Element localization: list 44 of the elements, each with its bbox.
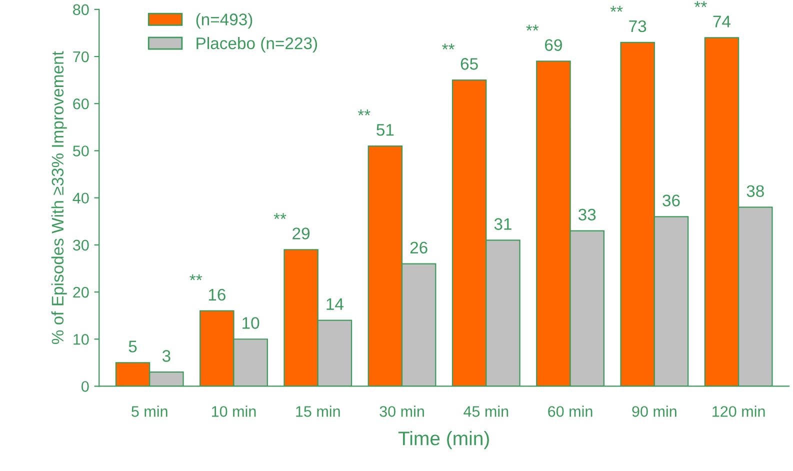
x-tick-label: 15 min <box>296 406 340 417</box>
y-axis-title: % of Episodes With ≥33% Improvement <box>51 51 67 344</box>
y-tick-label: 80 <box>73 4 89 16</box>
y-tick-label: 40 <box>72 192 89 204</box>
data-label: 29 <box>292 228 310 240</box>
y-tick-label: 70 <box>73 51 89 62</box>
data-label: 10 <box>242 317 260 329</box>
x-tick-label: 10 min <box>212 406 256 417</box>
x-tick-label: 5 min <box>132 406 168 417</box>
data-label: 33 <box>578 208 596 221</box>
y-tick-label: 20 <box>73 286 89 298</box>
annotation: ** <box>526 24 539 31</box>
y-tick-label: 50 <box>73 146 89 156</box>
data-label: 36 <box>662 194 680 206</box>
data-label: 73 <box>629 20 646 32</box>
x-tick-label: 45 min <box>464 406 508 417</box>
data-label: 69 <box>545 39 562 51</box>
y-tick-label: 30 <box>72 240 89 251</box>
data-label: 38 <box>746 185 764 197</box>
data-label: 16 <box>208 288 226 301</box>
data-label: 14 <box>326 298 344 310</box>
x-tick-label: 30 min <box>380 406 424 417</box>
y-tick-label: 0 <box>82 381 89 392</box>
data-label: 31 <box>494 218 512 230</box>
data-label: 51 <box>376 124 394 136</box>
x-axis-title: Time (min) <box>398 431 489 450</box>
annotation: ** <box>442 44 455 50</box>
x-tick-label: 90 min <box>632 406 676 417</box>
annotation: ** <box>190 274 202 280</box>
data-label: 65 <box>460 58 478 70</box>
y-tick-label: 10 <box>74 334 89 345</box>
legend-label: Placebo (n=223) <box>196 36 318 53</box>
annotation: ** <box>610 6 623 12</box>
data-label: 26 <box>410 242 428 254</box>
data-label: 5 <box>128 340 137 352</box>
legend-label: (n=493) <box>196 13 252 29</box>
annotation: ** <box>274 213 286 220</box>
data-label: 3 <box>162 350 170 362</box>
data-label: 74 <box>713 16 731 28</box>
annotation: ** <box>694 1 707 8</box>
x-tick-label: 120 min <box>712 406 765 417</box>
x-tick-label: 60 min <box>548 406 592 417</box>
y-tick-label: 60 <box>73 98 89 110</box>
annotation: ** <box>358 110 370 116</box>
